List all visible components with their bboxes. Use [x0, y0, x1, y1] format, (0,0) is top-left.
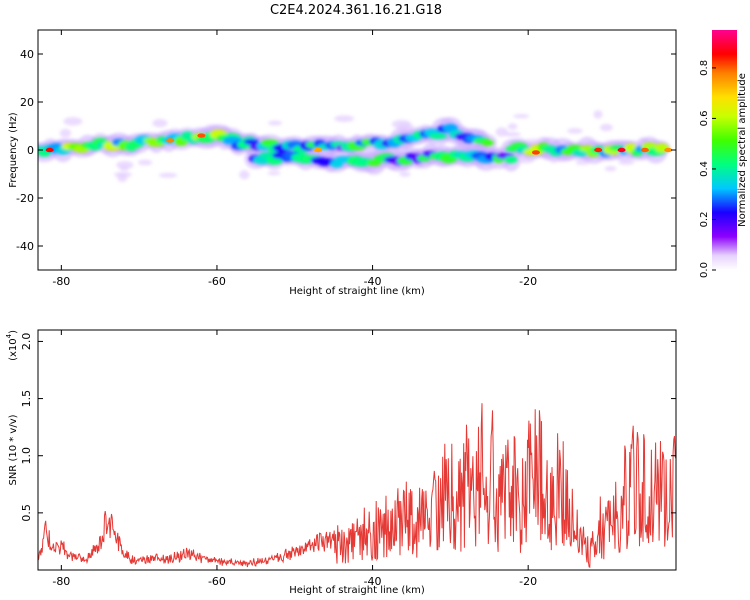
colorbar-gradient	[712, 30, 737, 270]
heatmap-peak	[617, 147, 626, 153]
colorbar-tick-label: 0.8	[699, 60, 710, 76]
heatmap-cell-faint	[515, 157, 535, 164]
heatmap-cell-faint	[513, 114, 530, 119]
heatmap-cell-faint	[158, 172, 178, 178]
spectrogram-y-ticks: -40 -20 0 20 40	[16, 48, 676, 253]
spectrogram-x-ticks: -80 -60 -40 -20	[52, 30, 537, 288]
heatmap-peak	[166, 138, 175, 143]
x-tick-label: -20	[519, 575, 537, 588]
colorbar-label: Normalized spectral amplitude	[737, 73, 748, 227]
colorbar: 0.0 0.2 0.4 0.6 0.8 Normalized spectral ampl…	[699, 30, 748, 278]
snr-y-ticks: 0.5 1.0 1.5 2.0	[20, 333, 676, 522]
spectrogram-panel: -40 -20 0 20 40 -80 -60 -40 -20 Height of strai…	[8, 29, 677, 297]
y-tick-label: 40	[20, 48, 34, 61]
heatmap-cell-faint	[63, 117, 83, 126]
colorbar-tick-label: 0.0	[699, 262, 710, 278]
heatmap-cell-faint	[116, 161, 134, 169]
heatmap-cell	[504, 155, 518, 164]
heatmap-cell-faint	[504, 132, 521, 137]
x-tick-label: -80	[52, 275, 70, 288]
heatmap-cell-faint	[114, 171, 132, 178]
snr-scale-base: (x10	[8, 338, 19, 361]
heatmap-peak	[640, 147, 649, 153]
colorbar-ticks: 0.0 0.2 0.4 0.6 0.8	[699, 60, 716, 278]
heatmap-marks	[38, 110, 673, 183]
snr-panel: 0.5 1.0 1.5 2.0 -80 -60 -40 -20 Height of stra…	[5, 329, 677, 596]
heatmap-cell-faint	[567, 128, 583, 134]
x-tick-label: -40	[364, 275, 382, 288]
y-tick-label: 1.0	[20, 447, 33, 465]
heatmap-peak	[531, 150, 540, 155]
heatmap-cell-faint	[267, 171, 281, 176]
snr-series-line	[38, 403, 676, 569]
heatmap-cell-faint	[524, 138, 544, 144]
heatmap-cell-faint	[334, 115, 355, 123]
y-tick-label: 20	[20, 96, 34, 109]
heatmap-cell-faint	[549, 157, 559, 164]
spectrogram-xlabel: Height of straight line (km)	[289, 286, 425, 297]
x-tick-label: -20	[519, 275, 537, 288]
snr-xlabel: Height of straight line (km)	[289, 585, 425, 596]
snr-scale-exponent: 4	[5, 333, 13, 338]
y-tick-label: -20	[16, 192, 34, 205]
y-tick-label: 1.5	[20, 390, 33, 408]
y-tick-label: 0	[27, 144, 34, 157]
x-tick-label: -60	[208, 275, 226, 288]
heatmap-cell-faint	[59, 128, 72, 138]
heatmap-cell-faint	[593, 110, 603, 119]
snr-frame	[37, 329, 677, 571]
x-tick-label: -40	[364, 575, 382, 588]
heatmap-cell-faint	[604, 166, 617, 172]
x-tick-label: -60	[208, 575, 226, 588]
heatmap-cell-faint	[137, 159, 153, 166]
heatmap-peak	[664, 147, 673, 153]
y-tick-label: 2.0	[20, 333, 33, 351]
y-tick-label: 0.5	[20, 504, 33, 522]
heatmap-cell	[243, 138, 259, 145]
heatmap-cell-faint	[618, 159, 635, 165]
colorbar-tick-label: 0.6	[699, 110, 710, 126]
heatmap-peak	[197, 133, 206, 138]
heatmap-cell-faint	[152, 119, 168, 128]
colorbar-tick-label: 0.4	[699, 161, 710, 177]
heatmap-cell-faint	[599, 123, 613, 132]
heatmap-cell	[481, 139, 494, 146]
heatmap-cell-faint	[333, 151, 349, 157]
snr-scale-label: (x104)	[5, 330, 19, 361]
colorbar-tick-label: 0.2	[699, 212, 710, 228]
heatmap-peak	[45, 147, 54, 153]
x-tick-label: -80	[52, 575, 70, 588]
spectrogram-ylabel: Frequency (Hz)	[8, 112, 19, 188]
svg-text:(x104): (x104)	[5, 330, 19, 361]
y-tick-label: -40	[16, 240, 34, 253]
heatmap-cell-faint	[268, 120, 283, 126]
heatmap-cell-faint	[575, 160, 590, 165]
heatmap-cell-faint	[399, 171, 411, 177]
heatmap-cell-faint	[397, 122, 414, 132]
snr-ylabel: SNR (10 * v/v)	[8, 414, 19, 485]
heatmap-peak	[594, 147, 603, 153]
heatmap-cell-faint	[239, 170, 250, 180]
heatmap-cell-faint	[507, 123, 518, 130]
snr-x-ticks: -80 -60 -40 -20	[52, 330, 537, 588]
chart-title: C2E4.2024.361.16.21.G18	[270, 3, 442, 18]
heatmap-peak	[314, 147, 323, 153]
heatmap-cell	[428, 132, 447, 140]
